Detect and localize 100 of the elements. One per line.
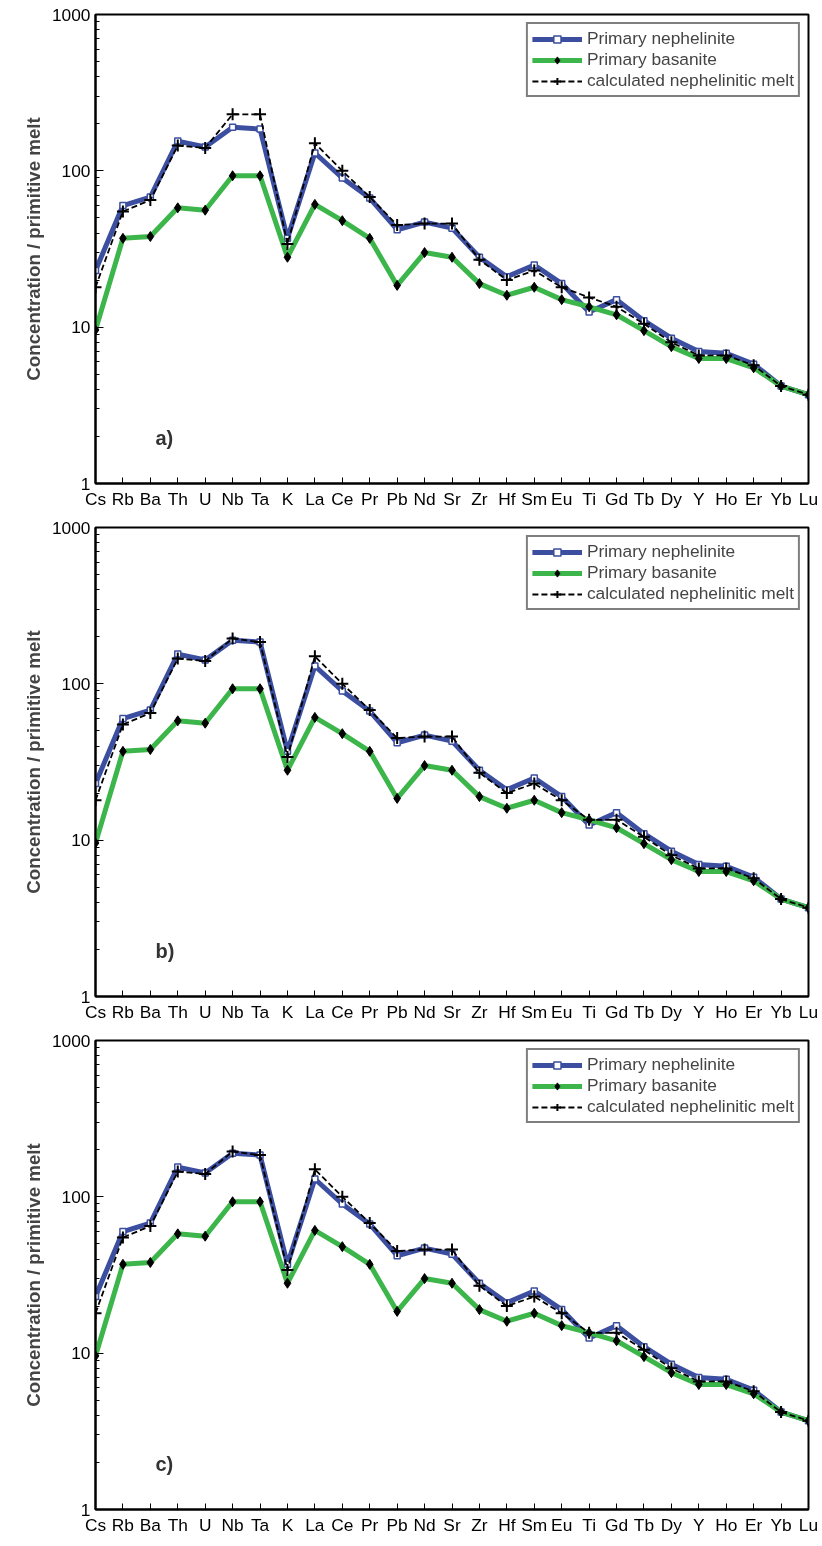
x-tick-label: Ho — [715, 1514, 738, 1535]
y-tick-label: 1000 — [51, 517, 91, 538]
x-tick-label: Ti — [582, 488, 597, 509]
legend-label: Primary nephelinite — [586, 28, 736, 49]
y-tick-label: 100 — [61, 160, 91, 181]
x-tick-label: Nb — [221, 1514, 244, 1535]
x-tick-label: K — [281, 488, 294, 509]
x-tick-label: Pr — [361, 1514, 379, 1535]
x-tick-label: Yb — [770, 1001, 792, 1022]
x-tick-label: La — [305, 1514, 325, 1535]
x-tick-label: Pb — [386, 1514, 408, 1535]
x-tick-label: Ta — [250, 1514, 270, 1535]
legend-label: Primary nephelinite — [586, 1054, 736, 1075]
x-tick-label: Nd — [413, 1514, 436, 1535]
legend-label: Primary basanite — [586, 562, 717, 583]
legend-label: calculated nephelinitic melt — [586, 583, 794, 604]
x-tick-label: K — [281, 1001, 294, 1022]
x-tick-label: Th — [167, 1001, 188, 1022]
x-tick-label: Lu — [798, 488, 819, 509]
x-tick-label: Gd — [604, 488, 629, 509]
y-axis-title: Concentration / primitive melt — [22, 117, 44, 381]
y-tick-label: 1000 — [51, 1030, 91, 1051]
x-tick-label: K — [281, 1514, 294, 1535]
x-tick-label: Hf — [498, 488, 516, 509]
y-tick-label: 1 — [80, 473, 91, 494]
y-tick-label: 1 — [80, 1499, 91, 1520]
legend-label: Primary nephelinite — [586, 541, 736, 562]
x-tick-label: Ho — [715, 1001, 738, 1022]
annotation: a) — [155, 426, 174, 449]
x-tick-label: Tb — [633, 488, 655, 509]
x-tick-label: Er — [744, 488, 763, 509]
legend-label: Primary basanite — [586, 49, 717, 70]
x-tick-label: Tb — [633, 1514, 655, 1535]
x-tick-label: Gd — [604, 1001, 629, 1022]
x-tick-label: Dy — [660, 488, 683, 509]
y-tick-label: 10 — [71, 1343, 91, 1364]
x-tick-label: Ho — [715, 488, 738, 509]
x-tick-label: Y — [693, 488, 706, 509]
y-tick-label: 1 — [80, 986, 91, 1007]
x-tick-label: Ta — [250, 1001, 270, 1022]
y-axis-title: Concentration / primitive melt — [22, 1143, 44, 1407]
x-tick-label: Ce — [331, 488, 354, 509]
x-tick-label: Lu — [798, 1514, 819, 1535]
y-tick-label: 10 — [71, 830, 91, 851]
x-tick-label: Lu — [798, 1001, 819, 1022]
x-tick-label: Hf — [498, 1001, 516, 1022]
x-tick-label: Dy — [660, 1514, 683, 1535]
x-tick-label: Ti — [582, 1514, 597, 1535]
legend-label: calculated nephelinitic melt — [586, 70, 794, 91]
x-tick-label: La — [305, 488, 325, 509]
x-tick-label: Sr — [443, 1001, 461, 1022]
x-tick-label: Gd — [604, 1514, 629, 1535]
y-tick-label: 100 — [61, 1186, 91, 1207]
x-tick-label: Rb — [111, 1001, 134, 1022]
y-tick-label: 100 — [61, 673, 91, 694]
x-tick-label: Ti — [582, 1001, 597, 1022]
x-tick-label: Ce — [331, 1001, 354, 1022]
x-tick-label: Sm — [521, 1001, 548, 1022]
x-tick-label: Nd — [413, 1001, 436, 1022]
x-tick-label: Eu — [551, 488, 573, 509]
x-tick-label: Dy — [660, 1001, 683, 1022]
x-tick-label: Pr — [361, 1001, 379, 1022]
x-tick-label: Nb — [221, 1001, 244, 1022]
y-tick-label: 1000 — [51, 4, 91, 25]
x-tick-label: Zr — [471, 1001, 488, 1022]
x-tick-label: Eu — [551, 1001, 573, 1022]
x-tick-label: Hf — [498, 1514, 516, 1535]
legend-label: Primary basanite — [586, 1075, 717, 1096]
x-tick-label: Ce — [331, 1514, 354, 1535]
y-tick-label: 10 — [71, 317, 91, 338]
x-tick-label: Zr — [471, 488, 488, 509]
x-tick-label: Nd — [413, 488, 436, 509]
x-tick-label: Y — [693, 1514, 706, 1535]
x-tick-label: Yb — [770, 1514, 792, 1535]
x-tick-label: Ta — [250, 488, 270, 509]
x-tick-label: La — [305, 1001, 325, 1022]
x-tick-label: Rb — [111, 488, 134, 509]
x-tick-label: Sm — [521, 488, 548, 509]
x-tick-label: U — [198, 1514, 212, 1535]
x-tick-label: Pr — [361, 488, 379, 509]
x-tick-label: Th — [167, 1514, 188, 1535]
x-tick-label: Ba — [139, 488, 162, 509]
annotation: c) — [155, 1452, 174, 1475]
x-tick-label: Y — [693, 1001, 706, 1022]
x-tick-label: Eu — [551, 1514, 573, 1535]
x-tick-label: U — [198, 1001, 212, 1022]
x-tick-label: Ba — [139, 1514, 162, 1535]
x-tick-label: Yb — [770, 488, 792, 509]
x-tick-label: Pb — [386, 488, 408, 509]
x-tick-label: Tb — [633, 1001, 655, 1022]
y-axis-title: Concentration / primitive melt — [22, 630, 44, 894]
x-tick-label: Pb — [386, 1001, 408, 1022]
x-tick-label: Rb — [111, 1514, 134, 1535]
x-tick-label: Er — [744, 1514, 763, 1535]
x-tick-label: Sm — [521, 1514, 548, 1535]
legend-label: calculated nephelinitic melt — [586, 1096, 794, 1117]
x-tick-label: Sr — [443, 488, 461, 509]
annotation: b) — [155, 939, 175, 962]
x-tick-label: Nb — [221, 488, 244, 509]
x-tick-label: U — [198, 488, 212, 509]
